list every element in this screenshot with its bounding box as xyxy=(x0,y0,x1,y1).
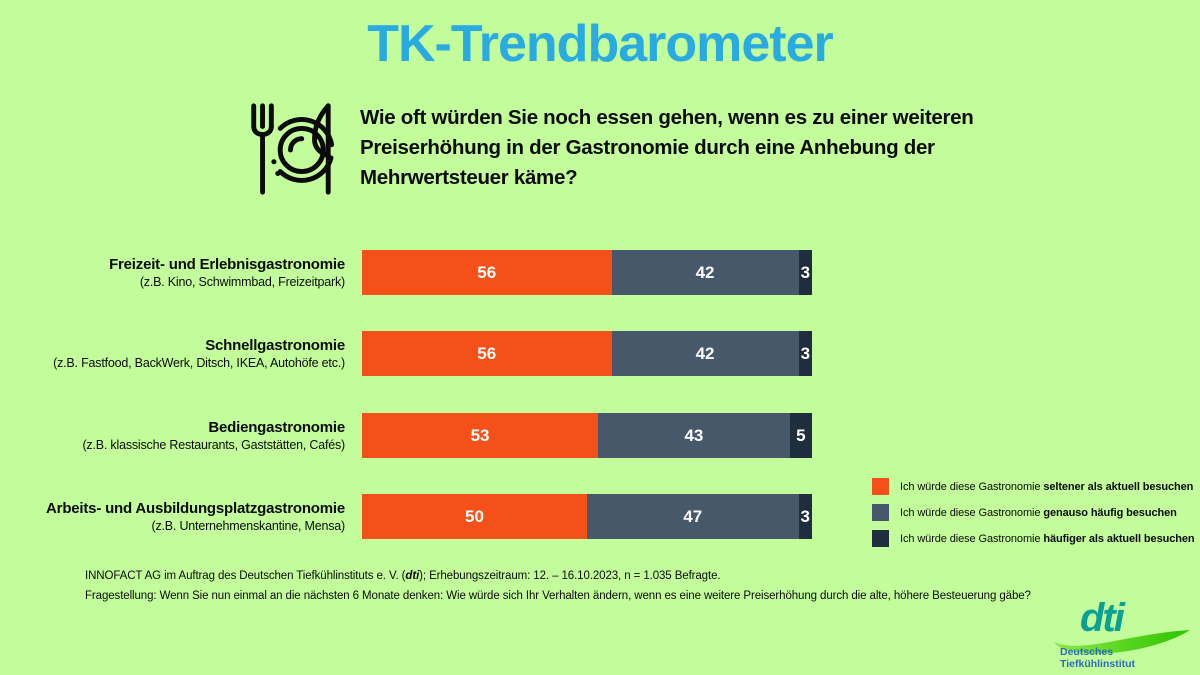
bar-row-bedien: 53 43 5 xyxy=(362,413,812,458)
source-text: INNOFACT AG im Auftrag des Deutschen Tie… xyxy=(85,570,406,582)
fork-plate-knife-icon xyxy=(251,103,335,195)
legend-label-prefix: Ich würde diese Gastronomie xyxy=(900,506,1044,519)
category-title: Bediengastronomie xyxy=(208,419,345,436)
legend: Ich würde diese Gastronomie seltener als… xyxy=(872,478,1195,556)
category-subtitle: (z.B. klassische Restaurants, Gaststätte… xyxy=(82,438,345,452)
dti-logo-subtitle-line1: Deutsches xyxy=(1060,646,1114,658)
legend-label-prefix: Ich würde diese Gastronomie xyxy=(900,480,1044,493)
source-note: INNOFACT AG im Auftrag des Deutschen Tie… xyxy=(85,570,1065,610)
dti-abbrev: dti xyxy=(405,570,420,582)
source-line: INNOFACT AG im Auftrag des Deutschen Tie… xyxy=(85,570,1065,582)
category-title: Freizeit- und Erlebnisgastronomie xyxy=(109,256,345,273)
dti-logo-subtitle-line2: Tiefkühlinstitut xyxy=(1060,658,1136,670)
bar-segment-seltener: 56 xyxy=(362,331,612,376)
category-label-bedien: Bediengastronomie (z.B. klassische Resta… xyxy=(20,413,345,458)
bar-segment-seltener: 56 xyxy=(362,250,612,295)
bar-segment-genauso: 42 xyxy=(611,250,799,295)
question-line-3: Mehrwertsteuer käme? xyxy=(360,166,578,189)
bar-segment-genauso: 47 xyxy=(587,494,799,539)
category-title: Arbeits- und Ausbildungsplatzgastronomie xyxy=(46,500,345,517)
bar-row-schnell: 56 42 3 xyxy=(362,331,812,376)
dti-logo: dti Deutsches Tiefkühlinstitut xyxy=(1052,596,1192,670)
category-label-arbeits: Arbeits- und Ausbildungsplatzgastronomie… xyxy=(20,494,345,539)
legend-item-seltener: Ich würde diese Gastronomie seltener als… xyxy=(872,478,1194,495)
category-title: Schnellgastronomie xyxy=(205,337,345,354)
legend-label-bold: seltener als aktuell besuchen xyxy=(1043,480,1194,493)
legend-swatch-dark xyxy=(872,530,889,547)
page-title: TK-Trendbarometer xyxy=(367,15,834,73)
bar-segment-haeufiger: 3 xyxy=(798,331,812,376)
bar-row-arbeits: 50 47 3 xyxy=(362,494,812,539)
legend-label-bold: genauso häufig besuchen xyxy=(1043,506,1177,519)
question-text: Wie oft würden Sie noch essen gehen, wen… xyxy=(360,103,1020,193)
category-subtitle: (z.B. Fastfood, BackWerk, Ditsch, IKEA, … xyxy=(53,356,345,370)
category-subtitle: (z.B. Kino, Schwimmbad, Freizeitpark) xyxy=(139,275,345,289)
bar-segment-genauso: 43 xyxy=(598,413,790,458)
category-subtitle: (z.B. Unternehmenskantine, Mensa) xyxy=(151,519,346,533)
bar-row-freizeit: 56 42 3 xyxy=(362,250,812,295)
legend-label: Ich würde diese Gastronomie häufiger als… xyxy=(900,532,1195,545)
bar-segment-seltener: 53 xyxy=(362,413,599,458)
bar-segment-haeufiger: 3 xyxy=(798,494,812,539)
dti-logo-wordmark: dti xyxy=(1080,596,1125,640)
bar-segment-haeufiger: 5 xyxy=(789,413,812,458)
category-label-freizeit: Freizeit- und Erlebnisgastronomie (z.B. … xyxy=(20,250,345,295)
legend-swatch-slate xyxy=(872,504,889,521)
question-line-1: Wie oft würden Sie noch essen gehen, wen… xyxy=(360,106,974,129)
source-text: ); Erhebungszeitraum: 12. – 16.10.2023, … xyxy=(419,570,721,582)
dti-logo-swoosh-icon xyxy=(1054,630,1190,654)
bar-segment-haeufiger: 3 xyxy=(798,250,812,295)
legend-item-genauso: Ich würde diese Gastronomie genauso häuf… xyxy=(872,504,1194,521)
legend-label: Ich würde diese Gastronomie genauso häuf… xyxy=(900,507,1177,519)
category-label-schnell: Schnellgastronomie (z.B. Fastfood, BackW… xyxy=(20,331,345,376)
legend-item-haeufiger: Ich würde diese Gastronomie häufiger als… xyxy=(872,530,1195,547)
question-note-line: Fragestellung: Wenn Sie nun einmal an di… xyxy=(85,590,1031,602)
question-line-2: Preiserhöhung in der Gastronomie durch e… xyxy=(360,136,935,159)
bar-segment-genauso: 42 xyxy=(611,331,799,376)
bar-segment-seltener: 50 xyxy=(362,494,587,539)
legend-swatch-orange xyxy=(872,478,889,495)
legend-label: Ich würde diese Gastronomie seltener als… xyxy=(900,481,1193,493)
dti-logo-subtitle: Deutsches Tiefkühlinstitut xyxy=(1060,646,1135,670)
legend-label-bold: häufiger als aktuell besuchen xyxy=(1043,532,1195,545)
legend-label-prefix: Ich würde diese Gastronomie xyxy=(900,532,1044,545)
